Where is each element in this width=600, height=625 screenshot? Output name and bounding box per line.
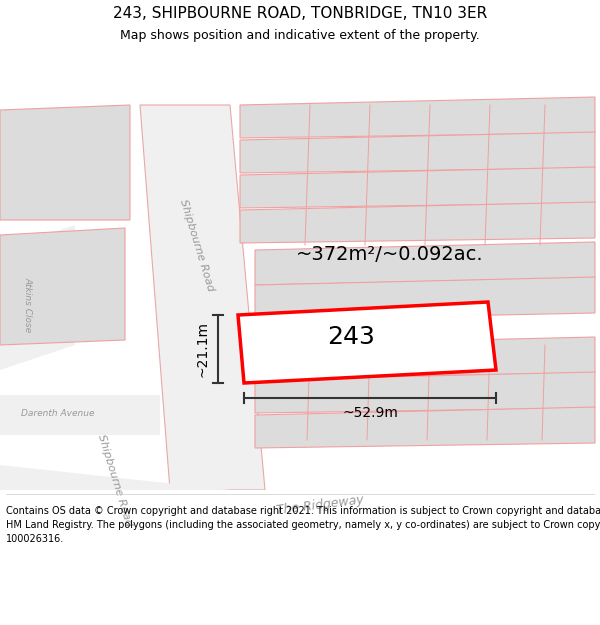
Text: Shipbourne Road: Shipbourne Road — [178, 198, 216, 292]
Polygon shape — [255, 277, 595, 320]
Polygon shape — [255, 242, 595, 285]
Text: Darenth Avenue: Darenth Avenue — [21, 409, 95, 418]
Polygon shape — [240, 132, 595, 173]
Text: 243: 243 — [328, 326, 376, 349]
Polygon shape — [238, 302, 496, 383]
Polygon shape — [240, 167, 595, 208]
Polygon shape — [240, 97, 595, 138]
Text: Shipbourne Road: Shipbourne Road — [96, 432, 134, 528]
Text: The Ridgeway: The Ridgeway — [275, 493, 365, 517]
Polygon shape — [255, 337, 595, 378]
Polygon shape — [0, 228, 125, 345]
Polygon shape — [255, 372, 595, 413]
Text: ~52.9m: ~52.9m — [342, 406, 398, 420]
Text: Contains OS data © Crown copyright and database right 2021. This information is : Contains OS data © Crown copyright and d… — [6, 506, 600, 544]
Polygon shape — [240, 202, 595, 243]
Polygon shape — [140, 105, 265, 490]
Text: Map shows position and indicative extent of the property.: Map shows position and indicative extent… — [120, 29, 480, 42]
Text: 243, SHIPBOURNE ROAD, TONBRIDGE, TN10 3ER: 243, SHIPBOURNE ROAD, TONBRIDGE, TN10 3E… — [113, 6, 487, 21]
Polygon shape — [0, 395, 160, 435]
Polygon shape — [0, 465, 600, 530]
Polygon shape — [0, 225, 75, 370]
Text: Atkins Close: Atkins Close — [23, 278, 32, 332]
Text: ~372m²/~0.092ac.: ~372m²/~0.092ac. — [296, 246, 484, 264]
Polygon shape — [255, 407, 595, 448]
Polygon shape — [0, 105, 130, 220]
Text: ~21.1m: ~21.1m — [196, 321, 210, 377]
